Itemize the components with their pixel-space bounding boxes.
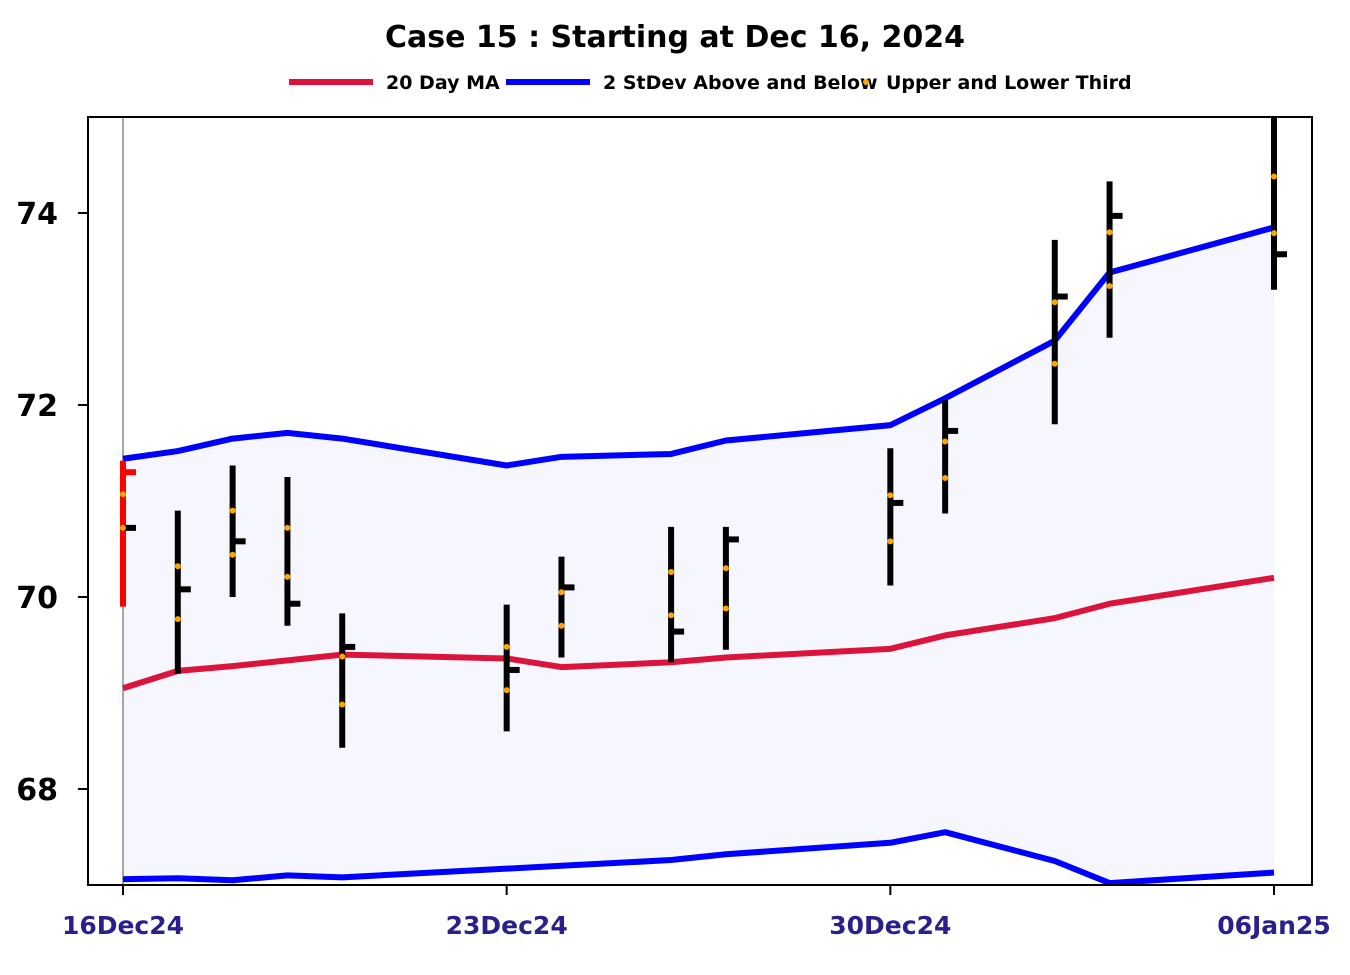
moving-average-line [122,574,1275,692]
upper-third-dot [558,589,565,596]
price-bar [339,613,356,748]
lower-third-dot [1271,230,1277,237]
y-tick-label: 72 [16,389,58,424]
upper-third-dot [229,507,236,514]
upper-third-dot [668,569,675,576]
upper-third-dot [503,643,510,650]
x-tick-label: 06Jan25 [1217,911,1331,940]
price-bar [1106,181,1123,338]
legend-item-thirds: Upper and Lower Third [863,72,1132,94]
x-tick-label: 30Dec24 [829,911,951,940]
y-tick-label: 68 [16,773,58,808]
upper-third-dot [120,491,126,498]
lower-third-dot [174,616,181,623]
upper-third-dot [1051,299,1058,306]
price-bar [668,526,685,663]
upper-third-dot [284,524,291,531]
stdev-band-fill [123,227,1274,884]
legend-label: 20 Day MA [386,72,500,94]
upper-third-dot [722,565,729,572]
lower-stdev-line [122,829,1275,885]
price-bar [120,460,136,607]
lower-third-dot [120,524,126,531]
lower-third-dot [339,701,346,708]
legend-item-stdev: 2 StDev Above and Below [506,72,878,94]
lower-third-dot [668,612,675,619]
chart-title: Case 15 : Starting at Dec 16, 2024 [384,20,966,55]
price-bar [942,400,959,514]
legend-dot-swatch [863,79,869,85]
y-tick-label: 74 [16,197,58,232]
upper-third-dot [942,438,949,445]
legend-item-moving-average: 20 Day MA [289,72,500,94]
lower-third-dot [503,687,510,694]
lower-third-dot [942,474,949,481]
lower-third-dot [229,551,236,558]
lower-third-dot [558,622,565,629]
price-bar [722,526,739,650]
x-tick-label: 23Dec24 [446,911,568,940]
price-bar [1051,239,1068,425]
lower-third-dot [284,573,291,580]
upper-third-dot [1106,229,1113,236]
upper-third-dot [339,653,346,660]
x-tick-label: 16Dec24 [62,911,184,940]
price-bar [558,556,575,658]
price-bar [174,510,191,674]
y-tick-label: 70 [16,581,58,616]
price-bar [1271,117,1287,290]
upper-third-dot [1271,173,1277,180]
lower-third-dot [1106,282,1113,289]
price-bar [229,465,246,597]
upper-stdev-line [122,224,1275,469]
lower-third-dot [1051,360,1058,367]
legend-label: Upper and Lower Third [886,72,1132,94]
upper-third-dot [887,492,894,499]
price-bar [284,477,301,626]
price-bar [503,604,520,732]
legend-label: 2 StDev Above and Below [603,72,878,94]
price-bar [887,448,904,586]
lower-third-dot [722,605,729,612]
plot-frame [87,116,1313,886]
lower-third-dot [887,538,894,545]
legend: 20 Day MA 2 StDev Above and Below Upper an… [289,72,1132,94]
upper-third-dot [174,563,181,570]
